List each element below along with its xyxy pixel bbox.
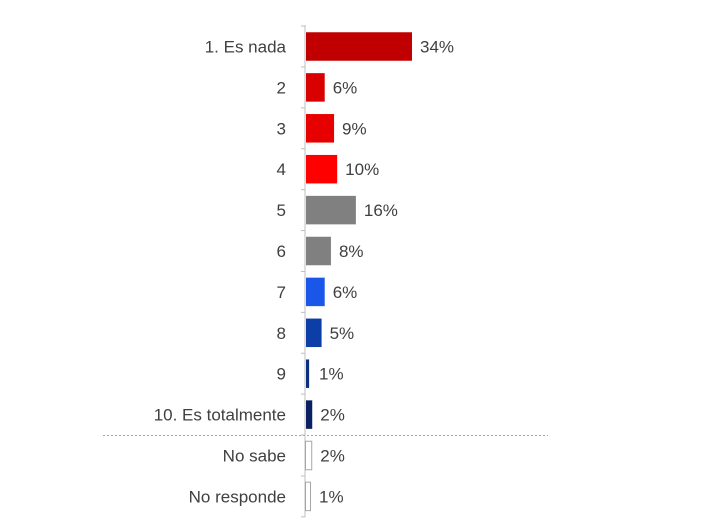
bar <box>306 236 331 266</box>
value-label: 6% <box>333 78 358 97</box>
bar <box>306 400 313 429</box>
bar <box>306 154 338 184</box>
bar <box>306 195 356 225</box>
category-label: 5 <box>277 201 286 220</box>
bar <box>306 359 310 388</box>
value-label: 34% <box>420 38 454 57</box>
bar <box>305 481 311 512</box>
category-label: 8 <box>277 324 286 343</box>
value-label: 16% <box>364 201 398 220</box>
bar <box>306 73 325 102</box>
category-label: 10. Es totalmente <box>154 406 286 425</box>
bar <box>306 277 325 307</box>
value-label: 9% <box>342 119 367 138</box>
category-label: No responde <box>189 487 286 506</box>
category-label: No sabe <box>223 447 286 466</box>
value-label: 8% <box>339 242 364 261</box>
bar <box>306 318 322 348</box>
bar <box>306 114 335 143</box>
value-label: 6% <box>333 283 358 302</box>
category-label: 3 <box>277 119 286 138</box>
value-label: 5% <box>330 324 355 343</box>
bars-layer: 1. Es nada 34% 2 6% 3 9% 4 10% 5 16% 6 8% 7 6% 8 5% 9 1% 1… <box>154 25 454 518</box>
value-label: 2% <box>320 447 345 466</box>
bar <box>305 440 313 471</box>
value-label: 2% <box>320 406 345 425</box>
category-label: 4 <box>277 160 286 179</box>
category-label: 2 <box>277 78 286 97</box>
value-label: 1% <box>319 365 344 384</box>
category-label: 7 <box>277 283 286 302</box>
value-label: 1% <box>319 487 344 506</box>
category-label: 9 <box>277 365 286 384</box>
category-label: 1. Es nada <box>205 38 287 57</box>
value-label: 10% <box>345 160 379 179</box>
category-label: 6 <box>277 242 286 261</box>
bar <box>306 32 412 61</box>
